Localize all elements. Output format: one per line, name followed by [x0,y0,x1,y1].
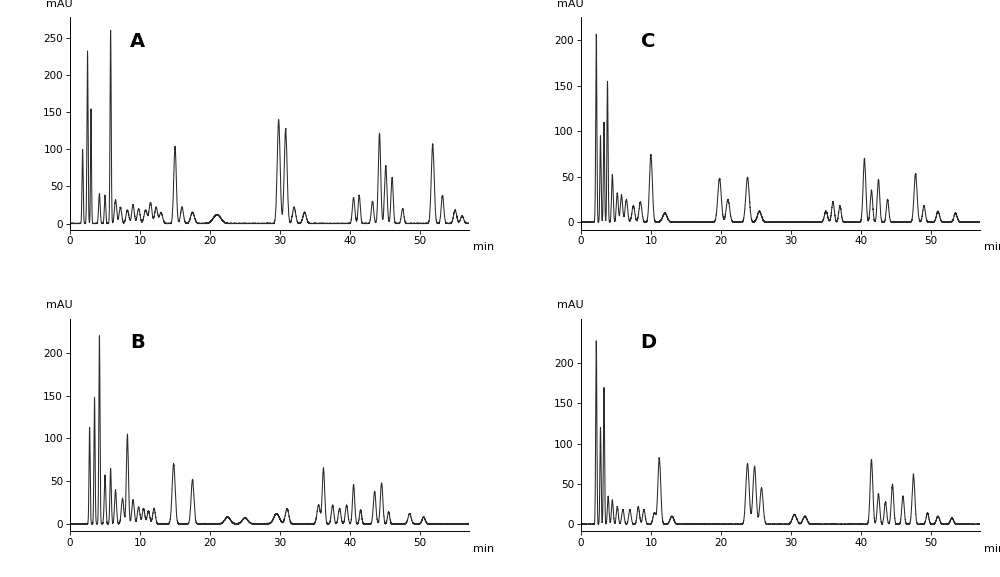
Text: min: min [984,544,1000,553]
Text: mAU: mAU [46,0,73,9]
Text: B: B [130,334,145,353]
Text: min: min [473,544,494,553]
Text: mAU: mAU [46,300,73,310]
Text: C: C [641,32,655,51]
Text: mAU: mAU [557,0,584,9]
Text: min: min [984,242,1000,252]
Text: min: min [473,242,494,252]
Text: A: A [130,32,145,51]
Text: D: D [641,334,657,353]
Text: mAU: mAU [557,300,584,310]
